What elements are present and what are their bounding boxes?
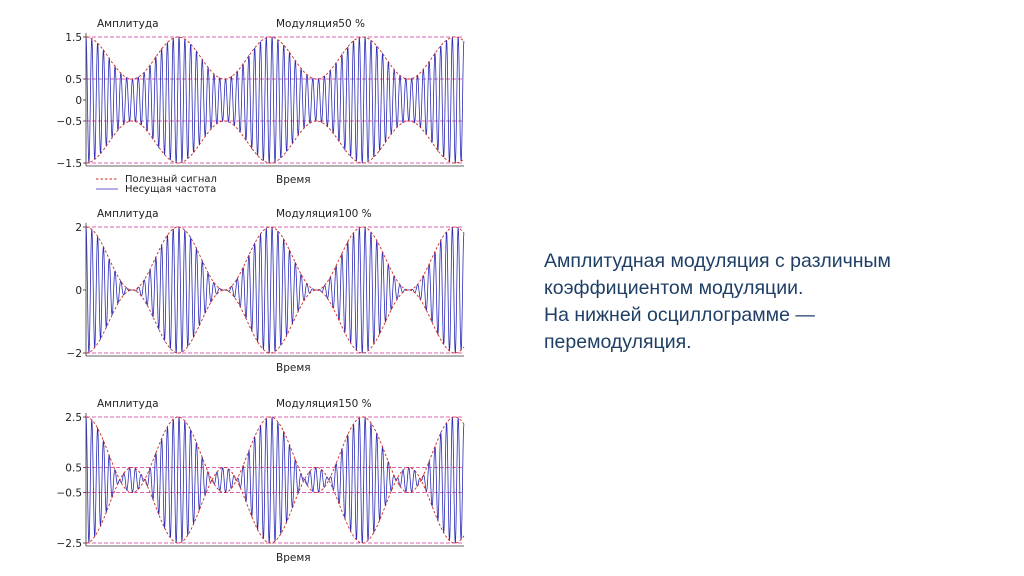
envelope-lower-line — [85, 120, 465, 164]
chart-title: Модуляция100 % — [276, 208, 372, 220]
chart-panel-3: 2.5 0.5 −0.5 −2.5 Амплитуда Модуляция150 % Вре… — [57, 398, 465, 564]
x-axis-label: Время — [276, 362, 311, 374]
caption-line-3: На нижней осциллограмме — — [544, 304, 815, 326]
chart-title: Модуляция150 % — [276, 398, 372, 410]
envelope-upper-line — [85, 226, 465, 291]
caption-text: Амплитудная модуляция с различным коэффи… — [544, 248, 994, 356]
y-axis-label: Амплитуда — [97, 18, 159, 30]
envelope-lower-line — [85, 466, 465, 544]
chart-title: Модуляция50 % — [276, 18, 365, 30]
caption-line-4: перемодуляция. — [544, 331, 692, 353]
chart-panel-1: 1.5 0.5 0 −0.5 −1.5 Амплитуда Модуляция50 % Вре… — [57, 18, 465, 195]
y-tick-label: 0 — [75, 95, 82, 107]
carrier-signal-line — [85, 416, 465, 544]
y-tick-label: 0.5 — [65, 74, 82, 86]
envelope-upper-line — [85, 36, 465, 80]
x-axis-label: Время — [276, 552, 311, 564]
y-tick-label: 2 — [75, 222, 82, 234]
legend-label: Полезный сигнал — [125, 174, 217, 185]
y-axis-label: Амплитуда — [97, 398, 159, 410]
y-tick-label: −0.5 — [57, 488, 83, 500]
caption-line-1: Амплитудная модуляция с различным — [544, 250, 891, 272]
am-modulation-figure: 1.5 0.5 0 −0.5 −1.5 Амплитуда Модуляция50 % Вре… — [57, 18, 465, 564]
y-tick-label: 0 — [75, 285, 82, 297]
legend-label: Несущая частота — [125, 184, 216, 195]
y-tick-label: −1.5 — [57, 158, 83, 170]
y-axis-label: Амплитуда — [97, 208, 159, 220]
y-tick-label: −0.5 — [57, 116, 83, 128]
envelope-upper-line — [85, 416, 465, 494]
envelope-lower-line — [85, 289, 465, 354]
carrier-signal-line — [85, 36, 465, 164]
y-tick-label: −2 — [67, 348, 82, 360]
caption-line-2: коэффициентом модуляции. — [544, 277, 804, 299]
chart-panel-2: 2 0 −2 Амплитуда Модуляция100 % Время — [67, 208, 465, 374]
y-tick-label: 2.5 — [65, 412, 82, 424]
carrier-signal-line — [85, 226, 465, 354]
y-tick-label: −2.5 — [57, 538, 83, 550]
x-axis-label: Время — [276, 174, 311, 186]
y-tick-label: 0.5 — [65, 462, 82, 474]
y-tick-label: 1.5 — [65, 32, 82, 44]
